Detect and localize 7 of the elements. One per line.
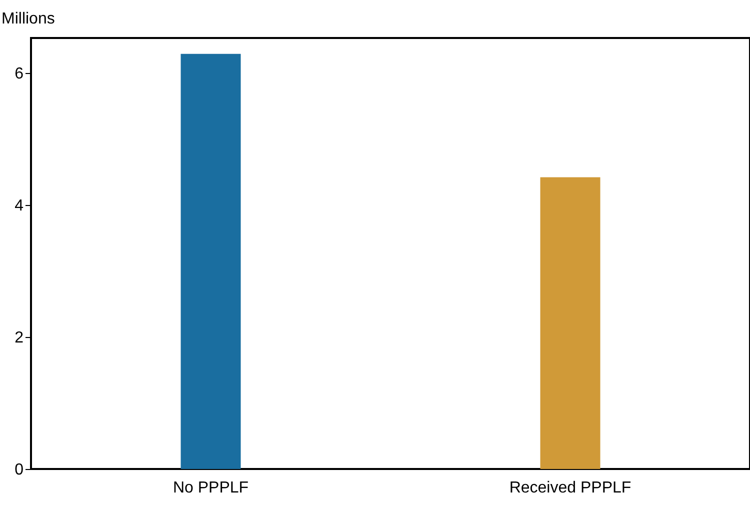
x-tick-label: No PPPLF: [172, 480, 249, 496]
y-tick-label: 2: [14, 329, 24, 346]
y-tick-label: 0: [14, 462, 24, 478]
x-tick-label: Received PPPLF: [509, 480, 632, 496]
y-tick-label: 4: [14, 197, 24, 214]
y-tick-label: 6: [14, 65, 24, 82]
y-axis-title: Millions: [2, 10, 55, 28]
